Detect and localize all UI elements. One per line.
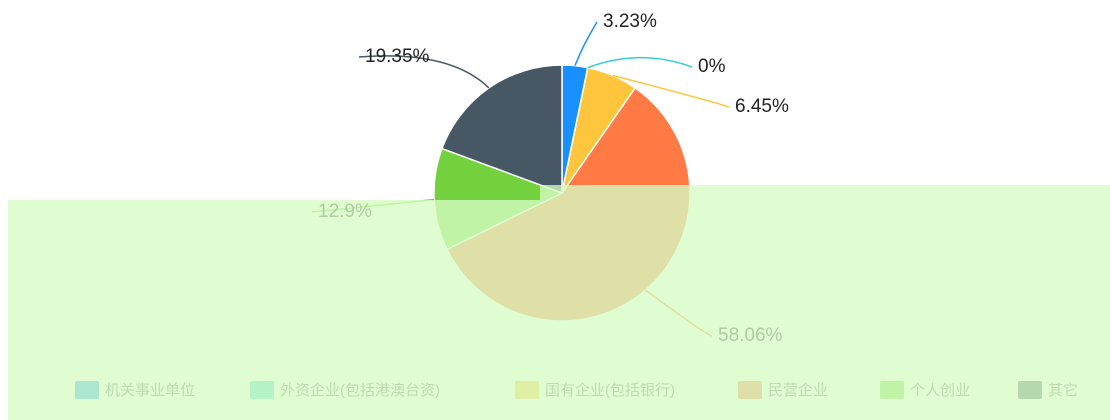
leader-line <box>612 74 730 108</box>
slice <box>441 64 563 195</box>
leader-line <box>574 21 598 66</box>
leader-line <box>587 56 693 69</box>
value-label: 19.35% <box>365 46 430 67</box>
value-label: 3.23% <box>603 11 657 32</box>
value-label: 6.45% <box>735 96 789 117</box>
value-label: 0% <box>698 56 726 77</box>
overlay <box>8 185 1110 420</box>
leader-line <box>358 55 490 89</box>
